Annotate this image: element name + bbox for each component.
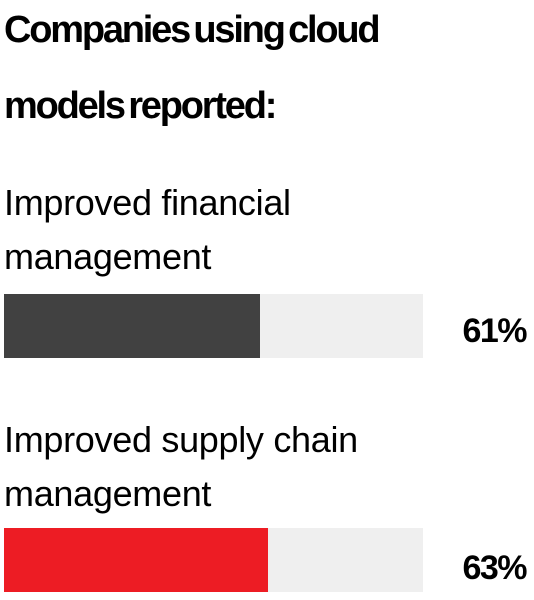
chart-title: Companies using cloud models reported: xyxy=(4,0,524,144)
bar-label-line-2: management xyxy=(4,236,212,277)
bar-label-line-1: Improved financial xyxy=(4,182,291,223)
bar-track-supply-chain-management xyxy=(4,528,423,592)
bar-fill-supply-chain-management xyxy=(4,528,268,592)
chart-title-line-1: Companies using cloud xyxy=(4,9,381,51)
value-label-financial-management: 61% xyxy=(462,312,527,350)
bar-label-line-2: management xyxy=(4,473,212,514)
bar-track-financial-management xyxy=(4,294,423,358)
bar-label-line-1: Improved supply chain xyxy=(4,419,358,460)
bar-label-supply-chain-management: Improved supply chain management xyxy=(4,413,444,521)
chart-title-line-2: models reported: xyxy=(4,85,277,127)
bar-label-financial-management: Improved financial management xyxy=(4,176,444,284)
bar-fill-financial-management xyxy=(4,294,260,358)
value-label-supply-chain-management: 63% xyxy=(462,549,527,587)
